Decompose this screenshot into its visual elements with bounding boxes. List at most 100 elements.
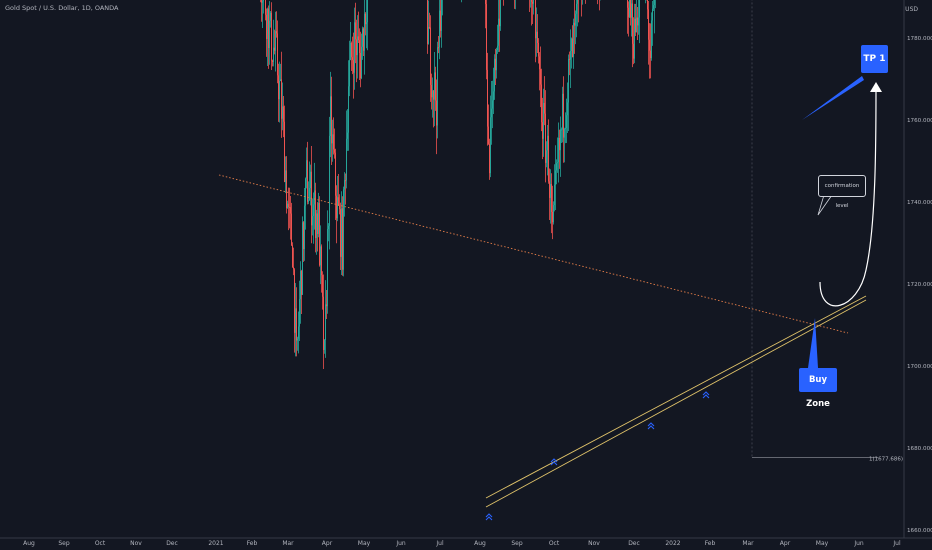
- tp1-label[interactable]: TP 1: [861, 45, 888, 73]
- y-tick-label: 1700.000: [907, 364, 932, 370]
- candle-body: [284, 121, 285, 183]
- candle-body: [574, 22, 575, 26]
- candle-body: [291, 213, 292, 246]
- candle-body: [295, 308, 296, 333]
- buy-zone-label[interactable]: Buy Zone: [799, 368, 837, 409]
- candle-body: [555, 170, 556, 185]
- candle-body: [628, 7, 629, 18]
- x-tick-label: 2022: [665, 540, 680, 547]
- candle-body: [321, 246, 322, 276]
- candle-body: [635, 18, 636, 33]
- candle-body: [493, 91, 494, 101]
- candle-body: [566, 115, 567, 129]
- candle-body: [497, 45, 498, 50]
- candle-body: [338, 197, 339, 206]
- candle-body: [301, 270, 302, 295]
- candle-body: [356, 39, 357, 56]
- candle-body: [362, 28, 363, 47]
- candle-body: [328, 225, 329, 229]
- x-tick-label: 2021: [208, 540, 223, 547]
- candle-body: [283, 106, 284, 122]
- x-tick-label: Aug: [474, 540, 486, 547]
- candle-body: [485, 0, 486, 5]
- x-tick-label: Aug: [23, 540, 35, 547]
- candle-body: [550, 183, 551, 198]
- x-tick-label: Nov: [130, 540, 142, 547]
- candle-body: [274, 47, 275, 51]
- currency-label: USD: [905, 6, 918, 13]
- candle-body: [318, 202, 319, 234]
- candle-body: [335, 152, 336, 196]
- tp-pointer: [802, 76, 864, 120]
- projection-arrowhead: [870, 82, 882, 92]
- candle-body: [339, 205, 340, 210]
- candle-body: [629, 0, 630, 18]
- candle-body: [537, 31, 538, 44]
- candle-body: [288, 203, 289, 207]
- candle-body: [428, 26, 429, 44]
- candle-body: [351, 42, 352, 58]
- candle-body: [486, 4, 487, 70]
- candle-body: [434, 72, 435, 100]
- y-tick-label: 1760.000: [907, 118, 932, 124]
- candle-body: [573, 22, 574, 58]
- callout-tail: [817, 194, 833, 216]
- candle-body: [429, 26, 430, 28]
- double-chevron-up-icon: [702, 391, 710, 399]
- candle-body: [539, 56, 540, 70]
- candle-body: [310, 171, 311, 189]
- candle-body: [305, 178, 306, 206]
- candle-body: [355, 22, 356, 40]
- candle-body: [290, 207, 291, 214]
- candle-body: [633, 43, 634, 59]
- candle-body: [649, 39, 650, 51]
- candle-body: [327, 228, 328, 307]
- candle-body: [576, 3, 577, 14]
- candle-body: [365, 13, 366, 25]
- candle-body: [302, 222, 303, 295]
- candle-body: [278, 75, 279, 100]
- candle-body: [559, 137, 560, 151]
- candle-body: [340, 209, 341, 257]
- candle-body: [263, 0, 264, 2]
- candle-body: [532, 1, 533, 4]
- candle-body: [360, 52, 361, 79]
- candle-body: [568, 58, 569, 103]
- candle-body: [575, 13, 576, 26]
- candle-body: [432, 90, 433, 98]
- candle-body: [332, 134, 333, 144]
- candle-body: [651, 20, 652, 59]
- candle-body: [331, 96, 332, 144]
- x-tick-label: May: [816, 540, 829, 547]
- candle-body: [538, 43, 539, 57]
- candle-body: [293, 267, 294, 270]
- x-tick-label: Dec: [628, 540, 640, 547]
- candle-body: [266, 14, 267, 39]
- candle-body: [544, 102, 545, 114]
- candle-body: [342, 208, 343, 270]
- y-tick-label: 1720.000: [907, 282, 932, 288]
- double-chevron-up-icon: [485, 513, 493, 521]
- candle-body: [279, 81, 280, 100]
- candle-body: [309, 188, 310, 201]
- candle-body: [565, 128, 566, 130]
- candle-body: [324, 340, 325, 350]
- x-tick-label: Jul: [892, 540, 901, 547]
- candle-body: [541, 84, 542, 123]
- candle-body: [325, 304, 326, 341]
- candle-body: [636, 17, 637, 33]
- x-tick-label: Mar: [742, 540, 754, 547]
- candle-body: [545, 113, 546, 163]
- candle-body: [632, 3, 633, 44]
- candle-body: [344, 180, 345, 190]
- candle-body: [500, 0, 501, 27]
- candle-body: [347, 132, 348, 139]
- candle-body: [439, 10, 440, 48]
- candle-body: [304, 205, 305, 250]
- candle-body: [494, 58, 495, 92]
- candle-body: [560, 129, 561, 151]
- y-tick-label: 1680.000: [907, 446, 932, 452]
- x-tick-label: Apr: [322, 540, 333, 547]
- candle-body: [273, 47, 274, 62]
